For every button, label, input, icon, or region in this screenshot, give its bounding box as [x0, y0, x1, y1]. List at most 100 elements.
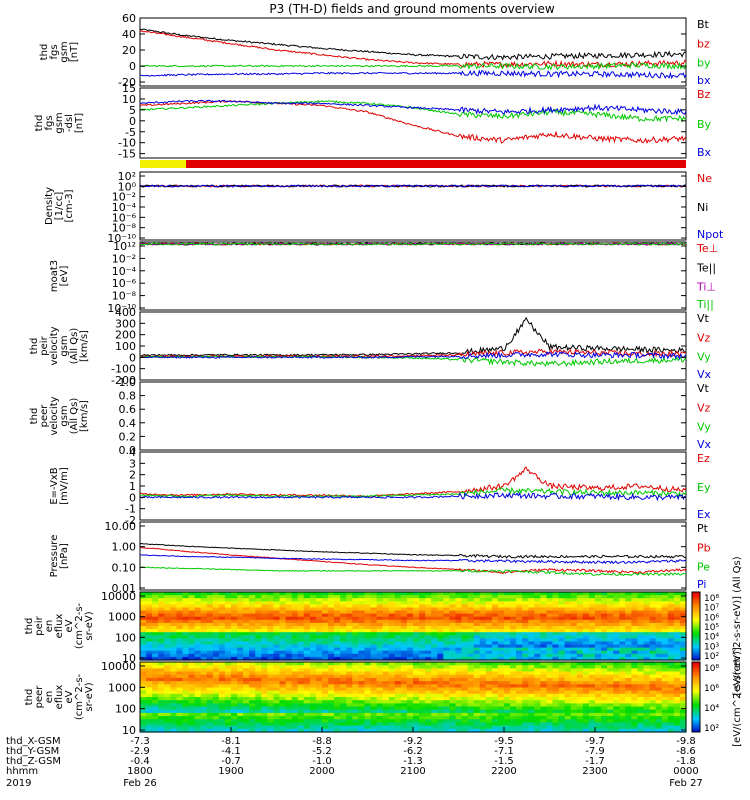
panel-peir_eflux-cell [182, 622, 190, 627]
panel-peir_eflux-cell [194, 638, 202, 643]
panel-peer_eflux-cell [279, 684, 287, 689]
panel-peer_eflux-cell [479, 668, 487, 673]
panel-peir_eflux-cell [601, 613, 608, 618]
panel-peer_eflux-cell [528, 684, 535, 689]
panel-peir_eflux-cell [485, 632, 493, 636]
panel-peir_eflux-cell [364, 604, 372, 609]
panel-peir_eflux-cell [552, 607, 560, 612]
panel-peer_eflux-cell [510, 684, 517, 689]
panel-peir_eflux-cell [249, 638, 256, 643]
panel-peir_eflux-cell [194, 613, 202, 618]
panel-peir_eflux-cell [491, 598, 499, 602]
panel-peer_eflux-cell [564, 719, 572, 724]
panel-peir_eflux-cell [661, 641, 669, 646]
panel-peir_eflux-cell [176, 622, 184, 627]
electron-colorbar-swatch [692, 700, 700, 703]
panel-peer_eflux-cell [564, 668, 572, 673]
panel-peer_eflux-cell [200, 697, 208, 701]
panel-peer_eflux-cell [582, 722, 590, 727]
ion-colorbar-swatch [692, 619, 700, 622]
panel-peir_eflux-cell [540, 656, 548, 661]
panel-peer_eflux-cell [455, 693, 463, 698]
panel-peer_eflux-cell [546, 725, 554, 730]
panel-peer_eflux-cell [334, 728, 341, 733]
panel-peir_eflux-cell [212, 592, 220, 596]
panel-peir_eflux-cell [601, 635, 608, 639]
panel-peer_eflux-cell [303, 716, 311, 720]
panel-peer_eflux-cell [358, 677, 366, 682]
panel-peer_eflux-cell [534, 700, 541, 704]
panel-peer_eflux-cell [425, 703, 432, 708]
panel-peer_eflux-cell [649, 728, 657, 733]
panel-peir_eflux-cell [576, 592, 584, 596]
panel-peer_eflux-cell [218, 684, 226, 689]
panel-peer_eflux-cell [491, 697, 499, 701]
panel-peir_eflux-cell [419, 598, 426, 602]
panel-peer_eflux-cell [582, 690, 590, 695]
panel-peer_eflux-cell [479, 728, 487, 733]
panel-peir_eflux-cell [413, 641, 420, 646]
panel-peer_eflux-cell [522, 668, 529, 673]
panel-peir_eflux-cell [528, 653, 535, 658]
panel-peer_eflux-cell [249, 716, 256, 720]
panel-peer_eflux-cell [540, 712, 548, 717]
panel-peir_eflux-cell [540, 629, 548, 633]
panel-peer_eflux-cell [170, 665, 177, 669]
panel-peir_eflux-cell [534, 629, 541, 633]
panel-peir_eflux-cell [661, 650, 669, 655]
panel-peir_eflux-cell [297, 592, 305, 596]
panel-peir_eflux-cell [576, 604, 584, 609]
panel-peir_eflux-cell [358, 619, 366, 624]
panel-peir_eflux-cell [346, 629, 353, 633]
panel-peir_eflux-cell [607, 619, 614, 624]
xaxis-value: 2100 [400, 766, 425, 777]
panel-peer_eflux-cell [655, 662, 663, 666]
panel-peer_eflux-cell [352, 671, 359, 676]
panel-peer_eflux-cell [315, 709, 323, 714]
panel-peir_eflux-cell [516, 592, 523, 596]
panel-peir_eflux-cell [467, 644, 475, 649]
panel-peer_eflux-cell [516, 668, 523, 673]
panel-peir_eflux-cell [285, 619, 293, 624]
panel-peer_eflux-cell [522, 719, 529, 724]
panel-peir_velocity-ytick-label: 400 [115, 306, 136, 319]
panel-peir_eflux-cell [297, 626, 305, 630]
panel-peir_eflux-cell [206, 598, 214, 602]
panel-peir_eflux-cell [661, 638, 669, 643]
panel-peer_eflux-cell [322, 674, 329, 679]
panel-peer_eflux-cell [218, 674, 226, 679]
panel-peir_eflux-cell [576, 619, 584, 624]
ion-colorbar-swatch [692, 597, 700, 600]
panel-peer_eflux-cell [315, 700, 323, 704]
panel-peir_eflux-cell [467, 641, 475, 646]
panel-peir_eflux-cell [643, 604, 651, 609]
panel-peir_eflux-cell [619, 598, 626, 602]
panel-peer_eflux-cell [212, 728, 220, 733]
panel-peer_eflux-cell [140, 722, 147, 727]
panel-peir_eflux-cell [625, 626, 632, 630]
panel-peir_eflux-cell [231, 650, 238, 655]
panel-peer_eflux-cell [297, 706, 305, 711]
panel-peir_eflux-cell [667, 632, 675, 636]
panel-peer_eflux-cell [504, 693, 511, 698]
panel-peir_eflux-cell [352, 598, 359, 602]
panel-peir_eflux-cell [504, 647, 511, 652]
panel-peir_eflux-cell [322, 595, 329, 599]
panel-peir_eflux-cell [570, 598, 578, 602]
panel-peer_eflux-cell [309, 709, 317, 714]
panel-peer_velocity-ytick-label: 1.0 [119, 376, 137, 389]
panel-peer_eflux-cell [291, 709, 299, 714]
panel-peir_eflux-cell [376, 595, 384, 599]
panel-peer_eflux-cell [406, 681, 414, 685]
panel-peer_eflux-cell [576, 687, 584, 692]
panel-peir_eflux-cell [261, 595, 268, 599]
panel-peir_eflux-cell [443, 641, 450, 646]
panel-peir_eflux-cell [279, 592, 287, 596]
panel-peir_eflux-cell [558, 595, 566, 599]
panel-peir_eflux-cell [522, 619, 529, 624]
panel-peer_eflux-cell [667, 716, 675, 720]
panel-peer_eflux-cell [285, 690, 293, 695]
panel-peir_eflux-cell [243, 626, 250, 630]
panel-peer_eflux-cell [394, 693, 402, 698]
panel-peir_eflux-cell [473, 635, 481, 639]
